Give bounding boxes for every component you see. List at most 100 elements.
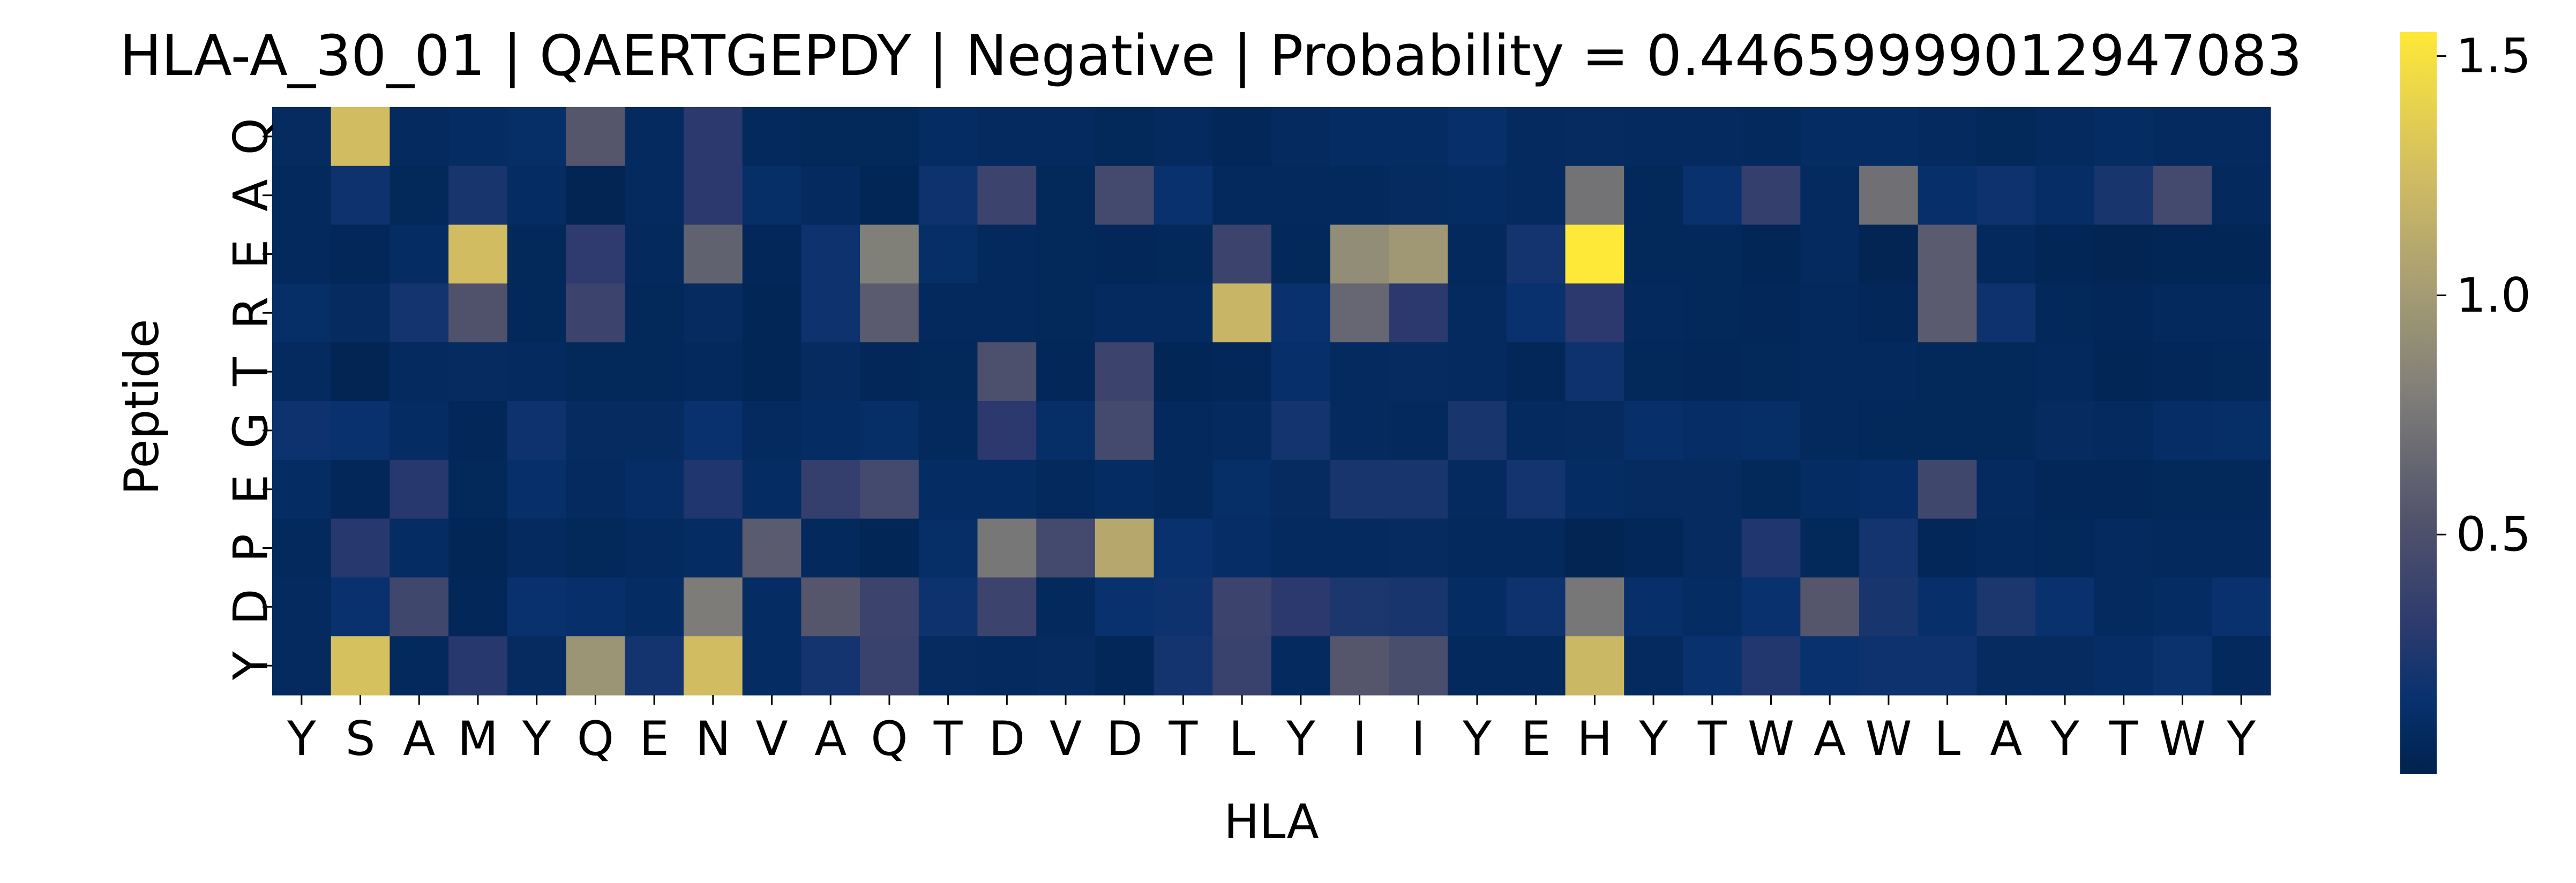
x-tick-label: Y	[1462, 711, 1492, 766]
heatmap-cell	[566, 165, 625, 225]
heatmap-cell	[1036, 518, 1096, 578]
heatmap-cell	[390, 165, 449, 225]
heatmap-cell	[272, 342, 332, 402]
heatmap-cell	[918, 577, 978, 637]
x-tick-label: W	[1865, 711, 1912, 766]
heatmap-cell	[1271, 577, 1331, 637]
heatmap-cell	[1036, 165, 1096, 225]
x-tick-label: V	[1050, 711, 1082, 766]
heatmap-cell	[507, 577, 567, 637]
heatmap-cell	[1741, 459, 1801, 519]
heatmap-cell	[1212, 224, 1272, 284]
heatmap-cell	[1448, 636, 1507, 696]
heatmap-cell	[918, 107, 978, 167]
heatmap-cell	[1212, 107, 1272, 167]
heatmap-cell	[390, 636, 449, 696]
heatmap-cell	[801, 577, 860, 637]
heatmap-cell	[331, 224, 391, 284]
heatmap-cell	[1389, 224, 1448, 284]
heatmap-cell	[1095, 518, 1155, 578]
heatmap-cell	[1154, 401, 1213, 461]
heatmap-cell	[1918, 577, 1978, 637]
heatmap-cell	[1330, 283, 1390, 343]
heatmap-cell	[1624, 165, 1683, 225]
heatmap-cell	[2094, 165, 2154, 225]
x-tick-label: E	[1521, 711, 1551, 766]
heatmap-cell	[742, 283, 802, 343]
heatmap-cell	[1212, 518, 1272, 578]
heatmap-cell	[1800, 107, 1860, 167]
heatmap-cell	[2153, 224, 2212, 284]
heatmap-cell	[1271, 342, 1331, 402]
heatmap-cell	[1682, 342, 1742, 402]
heatmap-cell	[860, 401, 919, 461]
heatmap-cell	[1800, 401, 1860, 461]
heatmap-cell	[390, 401, 449, 461]
heatmap-cell	[1212, 636, 1272, 696]
x-tick-label: A	[403, 711, 435, 766]
heatmap-cell	[507, 518, 567, 578]
heatmap-cell	[566, 636, 625, 696]
heatmap-cell	[2212, 577, 2271, 637]
heatmap-cell	[2035, 459, 2095, 519]
heatmap-cell	[1271, 165, 1331, 225]
heatmap-cell	[1682, 459, 1742, 519]
heatmap-cell	[860, 636, 919, 696]
y-tick-label: Y	[223, 651, 279, 681]
colorbar-tick-label: 1.0	[2456, 268, 2531, 323]
heatmap-cell	[1330, 342, 1390, 402]
y-tick-label: E	[223, 239, 279, 269]
heatmap-cell	[1212, 401, 1272, 461]
heatmap-cell	[1565, 577, 1624, 637]
heatmap-cell	[683, 636, 743, 696]
heatmap-cell	[918, 283, 978, 343]
heatmap-cell	[1389, 342, 1448, 402]
x-tick-label: T	[2109, 711, 2139, 766]
heatmap-cell	[801, 636, 860, 696]
heatmap-cell	[331, 165, 391, 225]
heatmap-cell	[1154, 577, 1213, 637]
heatmap-cell	[507, 459, 567, 519]
heatmap-cell	[566, 459, 625, 519]
heatmap-cell	[272, 459, 332, 519]
x-tick-label: T	[1169, 711, 1199, 766]
heatmap-cell	[1389, 518, 1448, 578]
heatmap-cell	[1154, 224, 1213, 284]
heatmap-cell	[1330, 107, 1390, 167]
heatmap-cell	[625, 636, 684, 696]
heatmap-cell	[860, 577, 919, 637]
heatmap-cell	[860, 165, 919, 225]
heatmap-cell	[1271, 459, 1331, 519]
heatmap-cell	[801, 459, 860, 519]
heatmap-cell	[1212, 459, 1272, 519]
x-tick-label: E	[639, 711, 669, 766]
x-tick-label: H	[1577, 711, 1612, 766]
heatmap-cell	[1918, 342, 1978, 402]
heatmap-cell	[2153, 459, 2212, 519]
heatmap-cell	[918, 165, 978, 225]
heatmap-cell	[448, 401, 508, 461]
heatmap-cell	[1271, 518, 1331, 578]
heatmap-cell	[507, 165, 567, 225]
heatmap-cell	[448, 107, 508, 167]
heatmap-cell	[1506, 636, 1566, 696]
heatmap-cell	[1271, 283, 1331, 343]
x-tick-label: Y	[2226, 711, 2256, 766]
heatmap-cell	[1976, 459, 2036, 519]
heatmap-cell	[1095, 165, 1155, 225]
heatmap-cell	[507, 401, 567, 461]
heatmap-cell	[272, 224, 332, 284]
heatmap-cell	[2212, 459, 2271, 519]
x-tick-label: M	[458, 711, 498, 766]
heatmap-cell	[860, 518, 919, 578]
heatmap-cell	[2094, 224, 2154, 284]
heatmap-cell	[683, 165, 743, 225]
heatmap-cell	[1330, 577, 1390, 637]
heatmap-cell	[801, 224, 860, 284]
heatmap-cell	[977, 518, 1037, 578]
heatmap-cell	[2153, 518, 2212, 578]
heatmap-cell	[566, 342, 625, 402]
heatmap-cell	[2094, 283, 2154, 343]
heatmap-cell	[742, 518, 802, 578]
heatmap-cell	[1154, 107, 1213, 167]
